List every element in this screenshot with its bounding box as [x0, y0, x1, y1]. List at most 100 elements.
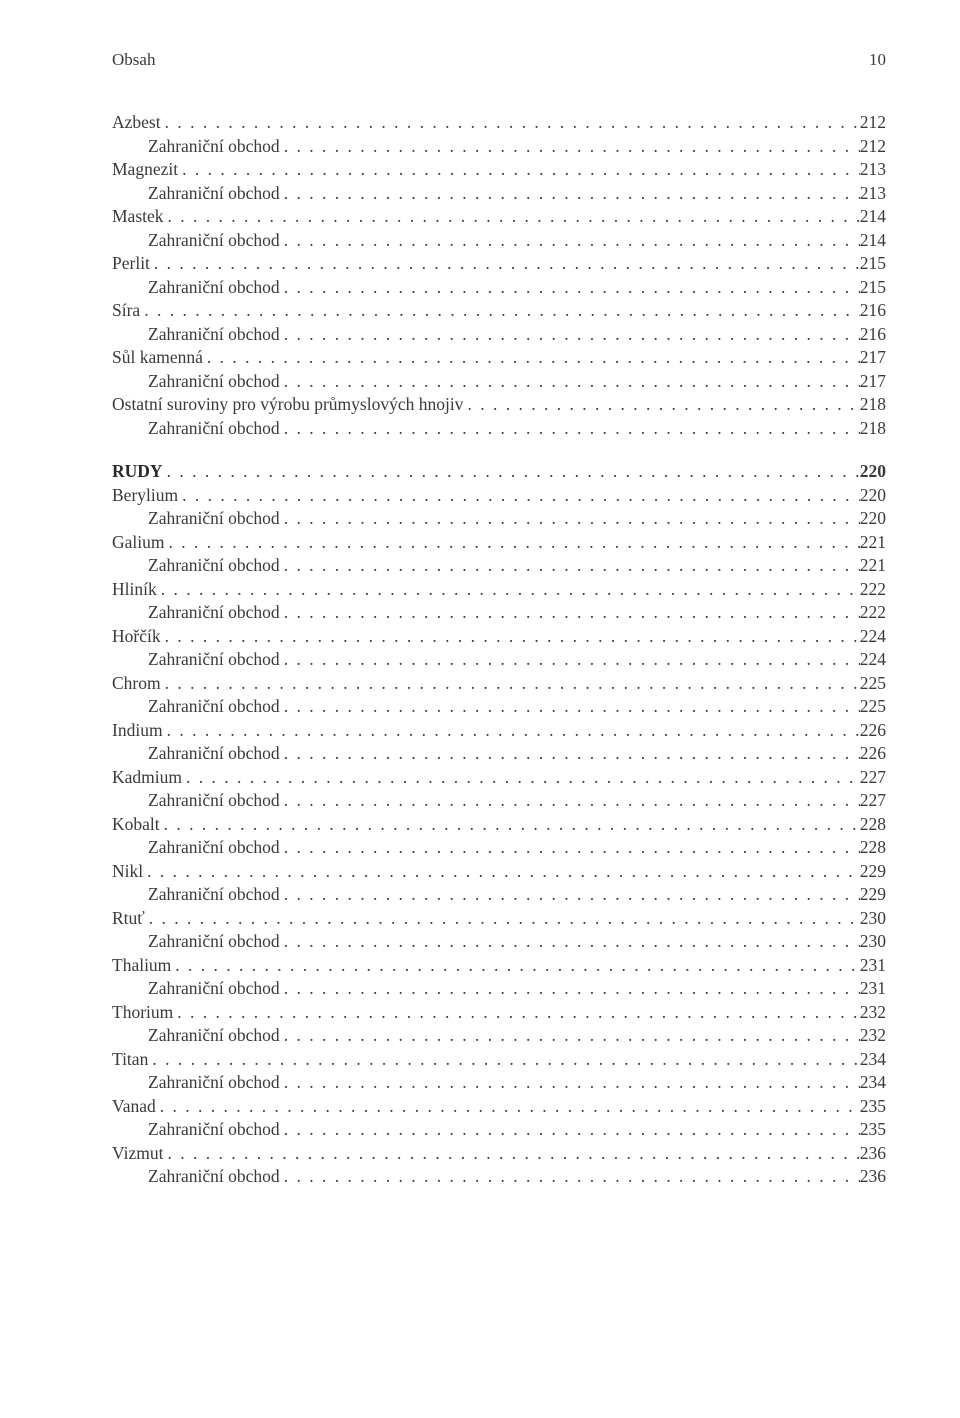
toc-label: Perlit	[112, 255, 150, 273]
toc-leader-dots	[178, 487, 860, 505]
toc-page-number: 214	[860, 232, 886, 250]
toc-page-number: 235	[860, 1121, 886, 1139]
toc-item: Berylium220	[112, 487, 886, 505]
toc-label: Indium	[112, 722, 163, 740]
toc-page-number: 227	[860, 769, 886, 787]
toc-label: Síra	[112, 302, 140, 320]
toc-item: Hořčík224	[112, 628, 886, 646]
toc-page-number: 215	[860, 279, 886, 297]
toc-label: Thalium	[112, 957, 171, 975]
toc-subitem: Zahraniční obchod 234	[112, 1074, 886, 1092]
toc-label: Thorium	[112, 1004, 173, 1022]
toc-page-number: 232	[860, 1004, 886, 1022]
toc-label: Zahraniční obchod	[148, 420, 280, 438]
toc-section-heading: RUDY220	[112, 463, 886, 481]
toc-page-number: 218	[860, 420, 886, 438]
toc-page-number: 212	[860, 138, 886, 156]
toc-item: Galium 221	[112, 534, 886, 552]
toc-leader-dots	[280, 933, 860, 951]
toc-page-number: 230	[860, 910, 886, 928]
toc-label: Mastek	[112, 208, 164, 226]
toc-label: Berylium	[112, 487, 178, 505]
toc-leader-dots	[203, 349, 860, 367]
section-gap	[112, 443, 886, 463]
toc-page-number: 231	[860, 980, 886, 998]
toc-label: Zahraniční obchod	[148, 1027, 280, 1045]
toc-label: Zahraniční obchod	[148, 886, 280, 904]
toc-label: Zahraniční obchod	[148, 604, 280, 622]
toc-subitem: Zahraniční obchod221	[112, 557, 886, 575]
toc-label: Ostatní suroviny pro výrobu průmyslových…	[112, 396, 463, 414]
toc-leader-dots	[171, 957, 859, 975]
toc-page-number: 221	[860, 534, 886, 552]
toc-leader-dots	[280, 1074, 860, 1092]
toc-label: Nikl	[112, 863, 143, 881]
toc-leader-dots	[463, 396, 859, 414]
toc-leader-dots	[173, 1004, 860, 1022]
toc-page-number: 229	[860, 863, 886, 881]
toc-item: Kadmium227	[112, 769, 886, 787]
toc-item: Perlit 215	[112, 255, 886, 273]
toc-leader-dots	[280, 886, 860, 904]
toc-page-number: 224	[860, 628, 886, 646]
toc-leader-dots	[280, 185, 860, 203]
toc-page-number: 236	[860, 1145, 886, 1163]
toc-label: Hliník	[112, 581, 157, 599]
toc-page-number: 220	[860, 463, 886, 481]
toc-subitem: Zahraniční obchod227	[112, 792, 886, 810]
toc-item: Mastek 214	[112, 208, 886, 226]
toc-leader-dots	[140, 302, 860, 320]
toc-leader-dots	[280, 604, 860, 622]
toc-leader-dots	[178, 161, 860, 179]
toc-page-number: 218	[860, 396, 886, 414]
toc-page-number: 215	[860, 255, 886, 273]
toc-page-number: 232	[860, 1027, 886, 1045]
toc-page-number: 222	[860, 581, 886, 599]
toc-item: Ostatní suroviny pro výrobu průmyslových…	[112, 396, 886, 414]
toc-leader-dots	[161, 628, 860, 646]
toc-page-number: 227	[860, 792, 886, 810]
toc-label: Vizmut	[112, 1145, 163, 1163]
toc-page-number: 225	[860, 698, 886, 716]
toc-leader-dots	[280, 698, 860, 716]
toc-leader-dots	[280, 510, 860, 528]
toc-label: Zahraniční obchod	[148, 1121, 280, 1139]
toc-label: Titan	[112, 1051, 148, 1069]
toc-leader-dots	[280, 420, 860, 438]
page: Obsah 10 Azbest212Zahraniční obchod212Ma…	[0, 0, 960, 1418]
toc-subitem: Zahraniční obchod 232	[112, 1027, 886, 1045]
toc-subitem: Zahraniční obchod226	[112, 745, 886, 763]
toc-page-number: 216	[860, 326, 886, 344]
toc-subitem: Zahraniční obchod214	[112, 232, 886, 250]
toc-page-number: 217	[860, 349, 886, 367]
toc-label: Magnezit	[112, 161, 178, 179]
toc-leader-dots	[145, 910, 860, 928]
toc-page-number: 226	[860, 722, 886, 740]
toc-page-number: 235	[860, 1098, 886, 1116]
toc-label: Azbest	[112, 114, 161, 132]
toc-subitem: Zahraniční obchod220	[112, 510, 886, 528]
toc-label: Zahraniční obchod	[148, 651, 280, 669]
toc-leader-dots	[148, 1051, 859, 1069]
toc-label: Galium	[112, 534, 165, 552]
toc-page-number: 216	[860, 302, 886, 320]
toc-label: Vanad	[112, 1098, 156, 1116]
toc-leader-dots	[280, 557, 860, 575]
toc-leader-dots	[143, 863, 860, 881]
toc-item: Kobalt228	[112, 816, 886, 834]
toc-item: Nikl 229	[112, 863, 886, 881]
toc-item: Thorium 232	[112, 1004, 886, 1022]
toc-subitem: Zahraniční obchod222	[112, 604, 886, 622]
toc-label: Zahraniční obchod	[148, 698, 280, 716]
toc-leader-dots	[280, 138, 860, 156]
toc-page-number: 217	[860, 373, 886, 391]
toc-page-number: 214	[860, 208, 886, 226]
toc-page-number: 234	[860, 1074, 886, 1092]
toc-item: Magnezit213	[112, 161, 886, 179]
toc-label: Zahraniční obchod	[148, 745, 280, 763]
toc-leader-dots	[165, 534, 860, 552]
toc-page-number: 228	[860, 816, 886, 834]
toc-leader-dots	[160, 816, 860, 834]
toc-label: Zahraniční obchod	[148, 1074, 280, 1092]
toc-page-number: 221	[860, 557, 886, 575]
